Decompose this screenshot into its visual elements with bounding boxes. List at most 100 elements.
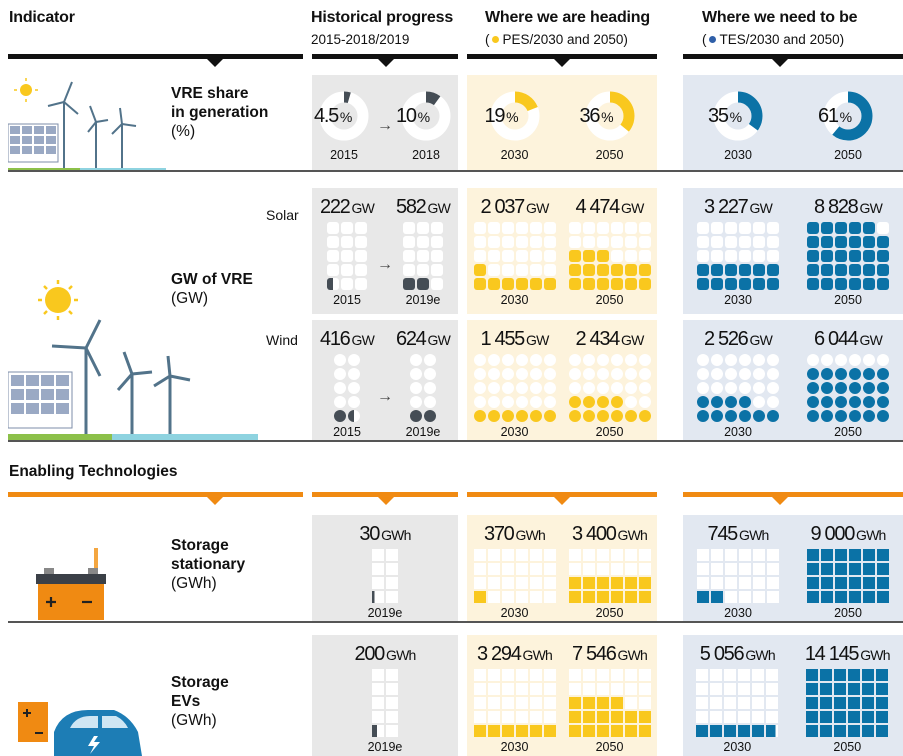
grid-cell [582,222,595,234]
grid-cell [431,264,443,276]
sun-icon [38,280,78,320]
unit: GW [859,332,883,348]
value-label: 3 294 GWh [477,641,553,667]
grid-cell [724,725,737,737]
year-label: 2030 [724,425,752,439]
donut-chart: 19% [485,89,545,145]
evs-pes-item-2050: 7 546 GWh 2050 [568,641,651,754]
grid-cell [863,354,875,366]
donut-segment [823,91,873,141]
grid-cell [582,711,595,723]
unit: GWh [381,527,411,543]
pointer-triangle [771,496,789,505]
year-label: 2018 [412,148,440,162]
grid-cell [431,222,443,234]
grid-cell [877,368,889,380]
grid-cell [529,278,542,290]
divider-bar [8,54,303,59]
grid-cell [473,669,486,681]
value: 582 [396,196,427,218]
grid-cell [849,396,861,408]
value: 2 037 [480,196,525,218]
year-label: 2019e [405,425,441,439]
grid-cell [431,236,443,248]
grid-cell [473,683,486,695]
pes-legend-text: PES/2030 and 2050) [502,32,628,47]
grid-cell [543,382,556,394]
value-label: 222 GW [320,194,375,220]
value: 36 [579,105,601,127]
year-label: 2050 [834,148,862,162]
value-label: 4 474 GW [575,194,644,220]
unit: GW [526,332,549,348]
grid-cell [807,410,819,422]
grid-cell [820,711,833,723]
grid-cell [334,382,346,394]
grid-cell [473,563,486,575]
value: 2 526 [703,328,749,350]
grid-cell [807,591,819,603]
grid-cell [568,278,581,290]
grid-cell [334,368,346,380]
value: 2 434 [575,328,620,350]
grid-cell [863,264,875,276]
historical-header: Historical progress [311,9,454,26]
grid-cell [371,725,384,737]
grid-cell [610,264,623,276]
grid-cell [766,725,779,737]
grid-cell [501,697,514,709]
donut-chart: 4.5% [314,89,374,145]
grid-cell [638,563,651,575]
grid-cell [835,382,847,394]
grid-cell [568,725,581,737]
grid-cell [849,577,861,589]
grid-cell [355,250,367,262]
grid-cell [582,410,595,422]
grid-cell [697,396,709,408]
arrow-icon: → [377,388,393,405]
grid-cell [807,396,819,408]
row-separator [8,170,903,172]
icon-grid [568,222,651,290]
grid-cell [767,222,779,234]
grid-cell [529,382,542,394]
grid-cell [385,669,398,681]
grid-cell [767,236,779,248]
vre-share-label: VRE share in generation (%) [171,84,268,141]
stationary-pes-item-2030: 370 GWh 2030 [473,521,556,620]
grid-cell [624,236,637,248]
pointer-triangle [553,58,571,67]
grid-cell [410,396,422,408]
grid-cell [610,396,623,408]
grid-cell [848,711,861,723]
grid-cell [501,396,514,408]
grid-cell [752,711,765,723]
enabling-technologies-title: Enabling Technologies [9,463,178,480]
unit: % [339,109,352,125]
grid-cell [806,669,819,681]
value: 9 000 [810,523,855,545]
grid-cell [515,563,528,575]
grid-cell [487,711,500,723]
grid-cell [863,549,875,561]
grid-cell [638,591,651,603]
donut-chart: 10% [396,89,456,145]
evs-pes-panel: 3 294 GWh 2030 7 546 GWh 2050 [467,635,657,756]
grid-cell [877,410,889,422]
divider-bar [683,54,903,59]
donut-chart: 61% [818,89,878,145]
grid-cell [327,278,339,290]
label-line: Storage [171,537,229,554]
value-label: 416 GW [320,326,375,352]
grid-cell [582,278,595,290]
value: 200 [354,643,386,665]
grid-cell [515,410,528,422]
icon-grid [473,222,556,290]
grid-cell [487,725,500,737]
wind-tes-item-2050: 6 044 GW 2050 [807,326,889,439]
grid-cell [487,577,500,589]
grid-cell [424,410,436,422]
unit: GW [526,200,549,216]
grid-cell [849,222,861,234]
pointer-triangle [553,496,571,505]
